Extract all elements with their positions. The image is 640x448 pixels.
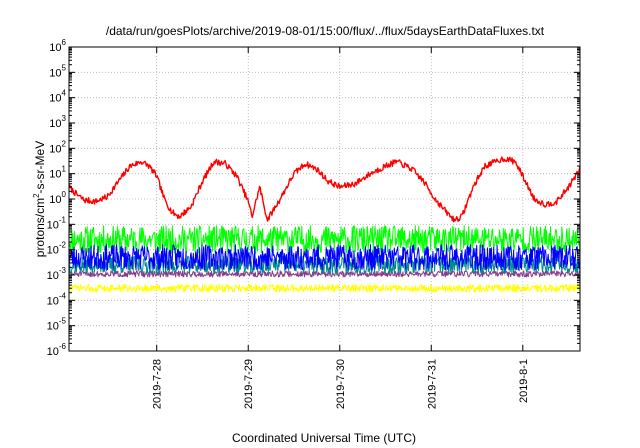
x-tick-label: 2019-7-31	[426, 359, 438, 409]
y-tick-label: 10-6	[47, 342, 67, 358]
x-tick-label: 2019-7-30	[335, 359, 347, 409]
y-tick-label: 10-2	[47, 241, 67, 257]
y-axis-title: protons/cm2-s-sr-MeV	[32, 141, 47, 257]
chart-title: /data/run/goesPlots/archive/2019-08-01/1…	[106, 24, 545, 38]
grid-lines	[69, 47, 580, 351]
y-tick-label: 104	[49, 89, 66, 105]
series-line-1	[68, 156, 581, 223]
y-tick-label: 10-1	[47, 215, 67, 231]
series-layer	[68, 156, 581, 293]
x-axis: 2019-7-28 2019-7-29 2019-7-30 2019-7-31 2019…	[152, 47, 530, 409]
x-tick-label: 2019-8-1	[518, 359, 530, 403]
series-line-5	[68, 270, 581, 278]
series-line-3	[68, 244, 581, 271]
y-tick-label: 106	[49, 38, 66, 54]
series-line-6	[68, 283, 581, 293]
y-tick-label: 100	[49, 190, 66, 206]
y-tick-label: 10-4	[47, 291, 67, 307]
series-line-2	[68, 225, 581, 254]
y-tick-label: 105	[49, 63, 66, 79]
x-tick-label: 2019-7-29	[243, 359, 255, 409]
y-tick-label: 103	[49, 114, 66, 130]
x-tick-label: 2019-7-28	[152, 359, 164, 409]
y-tick-label: 101	[49, 165, 66, 181]
y-tick-label: 10-5	[47, 317, 67, 333]
y-tick-label: 102	[49, 139, 66, 155]
y-tick-label: 10-3	[47, 266, 67, 282]
x-axis-title: Coordinated Universal Time (UTC)	[232, 431, 416, 445]
y-axis: 10-6 10-5 10-4 10-3 10-2 10-1 100 101 102 103 104 1…	[47, 38, 580, 358]
